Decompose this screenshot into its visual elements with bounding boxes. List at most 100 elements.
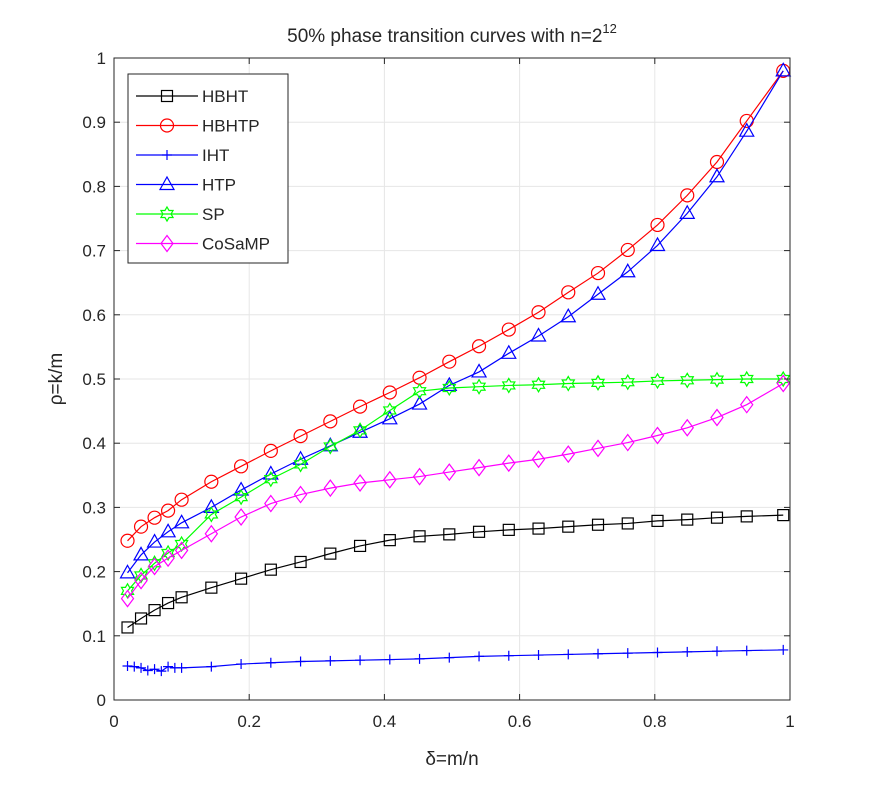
series-cosamp — [120, 374, 790, 608]
legend-entry-hbhtp: HBHTP — [136, 117, 260, 136]
data-point-hbhtp — [650, 217, 665, 233]
data-point-iht — [444, 652, 455, 663]
data-point-hbhtp — [263, 443, 278, 459]
data-point-hbht — [740, 510, 753, 523]
data-point-cosamp — [650, 426, 665, 445]
data-point-iht — [563, 649, 574, 660]
data-point-htp — [679, 204, 696, 219]
data-point-cosamp — [293, 485, 308, 504]
data-point-htp — [738, 122, 755, 137]
data-point-hbhtp — [471, 339, 487, 354]
data-point-hbhtp — [590, 265, 606, 281]
data-point-hbhtp — [160, 503, 176, 518]
data-point-sp — [709, 371, 725, 388]
data-point-htp — [411, 395, 428, 410]
data-point-htp — [133, 546, 150, 561]
data-point-sp — [442, 379, 457, 397]
data-point-iht — [414, 653, 425, 664]
data-point-hbht — [413, 530, 426, 543]
data-point-hbhtp — [680, 188, 695, 203]
data-point-cosamp — [174, 541, 189, 560]
y-tick-label: 0 — [97, 691, 106, 710]
data-point-hbht — [502, 523, 515, 536]
data-point-iht — [652, 647, 663, 658]
data-point-iht — [503, 650, 514, 661]
y-tick-label: 0.3 — [82, 498, 106, 517]
data-point-sp — [620, 374, 635, 391]
data-point-hbhtp — [120, 533, 135, 548]
legend-entry-cosamp: CoSaMP — [136, 234, 270, 254]
data-point-iht — [474, 651, 485, 662]
data-point-sp — [680, 372, 695, 389]
data-point-sp — [323, 438, 338, 455]
data-point-sp — [501, 377, 516, 394]
data-point-htp — [203, 498, 220, 513]
data-point-hbhtp — [620, 242, 635, 258]
y-tick-label: 0.9 — [82, 113, 106, 132]
data-point-iht — [149, 664, 160, 675]
data-point-cosamp — [353, 474, 367, 493]
data-point-sp — [293, 456, 308, 473]
data-point-iht — [711, 646, 722, 657]
data-point-hbhtp — [531, 305, 546, 320]
legend-label: SP — [202, 205, 225, 224]
data-point-hbht — [591, 518, 605, 531]
data-point-iht — [163, 661, 174, 672]
data-point-cosamp — [264, 494, 278, 513]
data-point-cosamp — [323, 479, 338, 498]
data-point-hbhtp — [293, 429, 308, 444]
data-point-hbht — [621, 517, 634, 530]
data-point-hbhtp — [147, 510, 162, 525]
data-point-iht — [265, 657, 276, 668]
data-point-hbht — [148, 604, 161, 617]
series-line-sp — [127, 378, 784, 592]
data-point-sp — [650, 372, 665, 390]
series-iht — [122, 644, 789, 677]
data-point-hbht — [161, 596, 175, 610]
data-point-hbhtp — [501, 322, 516, 337]
data-point-hbhtp — [323, 414, 338, 429]
data-point-hbht — [651, 514, 664, 527]
data-point-cosamp — [531, 450, 546, 469]
legend-marker — [158, 175, 176, 191]
data-point-cosamp — [472, 458, 486, 477]
data-point-hbht — [121, 621, 134, 634]
data-point-iht — [355, 655, 366, 666]
x-axis-label: δ=m/n — [425, 749, 478, 770]
data-point-hbhtp — [352, 399, 368, 414]
data-point-iht — [295, 656, 306, 667]
data-point-cosamp — [147, 557, 162, 576]
data-point-hbhtp — [133, 519, 149, 534]
data-point-htp — [775, 62, 792, 77]
y-axis-label: ρ=k/m — [46, 353, 67, 406]
legend-entry-hbht: HBHT — [136, 87, 248, 106]
data-point-cosamp — [383, 470, 397, 489]
data-point-hbht — [472, 525, 486, 538]
data-point-hbht — [234, 572, 248, 585]
data-point-htp — [530, 327, 547, 342]
data-point-cosamp — [561, 445, 576, 464]
data-point-cosamp — [776, 374, 790, 393]
data-point-hbhtp — [382, 385, 397, 400]
data-point-cosamp — [134, 571, 148, 590]
data-point-sp — [561, 375, 576, 392]
data-point-iht — [533, 650, 544, 661]
data-point-hbht — [324, 547, 337, 560]
data-point-htp — [589, 285, 607, 300]
data-point-iht — [384, 654, 395, 665]
data-point-htp — [500, 344, 517, 359]
series-line-hbht — [127, 514, 784, 628]
data-point-iht — [593, 648, 604, 659]
y-tick-label: 0.8 — [82, 177, 106, 196]
legend: HBHT HBHTP IHT HTP SP CoSaMP — [127, 73, 289, 264]
data-point-cosamp — [442, 463, 457, 482]
data-point-iht — [129, 661, 140, 672]
legend-marker — [160, 89, 174, 103]
series-hbht — [121, 509, 790, 634]
data-point-htp — [619, 263, 636, 278]
legend-marker — [162, 150, 172, 160]
data-point-cosamp — [412, 467, 427, 486]
legend-entry-sp: SP — [136, 205, 225, 224]
data-point-htp — [381, 410, 398, 425]
